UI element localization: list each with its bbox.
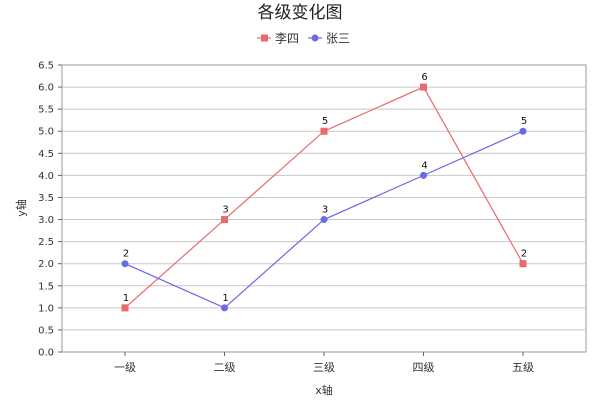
x-tick-label: 四级 xyxy=(413,361,435,374)
legend-marker xyxy=(311,34,319,42)
y-axis-ticks: 0.0 0.5 1.0 1.5 2.0 2.5 3.0 3.5 4.0 4.5 5.0 5.5 6.0 6… xyxy=(38,61,62,359)
legend: 李四 张三 xyxy=(257,31,350,46)
series-2: 2 1 3 4 5 xyxy=(121,116,527,312)
legend-marker xyxy=(261,34,268,42)
data-label: 5 xyxy=(322,116,328,127)
data-label: 3 xyxy=(322,205,328,216)
y-tick-label: 5.0 xyxy=(38,127,54,138)
data-point xyxy=(221,304,228,312)
series-group: 1 3 5 6 2 2 1 3 4 5 xyxy=(121,72,527,312)
legend-item: 张三 xyxy=(308,32,350,46)
data-point xyxy=(519,127,527,135)
x-axis-ticks: 一级 二级 三级 四级 五级 xyxy=(114,352,534,374)
data-point xyxy=(420,171,427,179)
y-tick-label: 0.5 xyxy=(38,325,54,336)
data-label: 2 xyxy=(521,249,527,260)
data-label: 6 xyxy=(421,72,427,83)
y-axis-title: y轴 xyxy=(14,199,28,217)
y-tick-label: 0.0 xyxy=(38,348,54,359)
data-label: 3 xyxy=(222,205,228,216)
data-point xyxy=(121,260,129,268)
data-label: 4 xyxy=(421,160,427,171)
series-1: 1 3 5 6 2 xyxy=(121,72,527,312)
y-tick-label: 6.0 xyxy=(38,83,54,94)
y-tick-label: 1.5 xyxy=(38,281,54,292)
data-point xyxy=(420,83,427,91)
x-tick-label: 三级 xyxy=(313,361,335,374)
data-point xyxy=(121,304,129,312)
data-label: 5 xyxy=(521,116,527,127)
y-tick-label: 3.5 xyxy=(38,193,54,204)
x-tick-label: 二级 xyxy=(214,361,236,374)
data-point xyxy=(519,260,527,268)
plot-area xyxy=(61,64,587,353)
y-tick-label: 2.0 xyxy=(38,259,54,270)
data-label: 1 xyxy=(123,293,129,304)
x-tick-label: 一级 xyxy=(114,361,136,374)
data-point xyxy=(320,216,328,224)
x-tick-label: 五级 xyxy=(512,361,534,374)
y-tick-label: 4.0 xyxy=(38,171,54,182)
data-label: 1 xyxy=(222,293,228,304)
y-tick-label: 1.0 xyxy=(38,303,54,314)
legend-label: 李四 xyxy=(275,31,299,46)
data-label: 2 xyxy=(123,249,129,260)
grid-lines xyxy=(62,86,586,331)
y-tick-label: 2.5 xyxy=(38,237,54,248)
x-axis-title: x轴 xyxy=(315,383,333,397)
data-point xyxy=(221,216,228,224)
legend-label: 张三 xyxy=(326,32,350,46)
chart-title: 各级变化图 xyxy=(258,3,343,23)
y-tick-label: 6.5 xyxy=(38,61,54,72)
legend-item: 李四 xyxy=(257,31,299,46)
y-tick-label: 4.5 xyxy=(38,149,54,160)
y-tick-label: 5.5 xyxy=(38,105,54,116)
data-point xyxy=(320,127,328,135)
y-tick-label: 3.0 xyxy=(38,215,54,226)
